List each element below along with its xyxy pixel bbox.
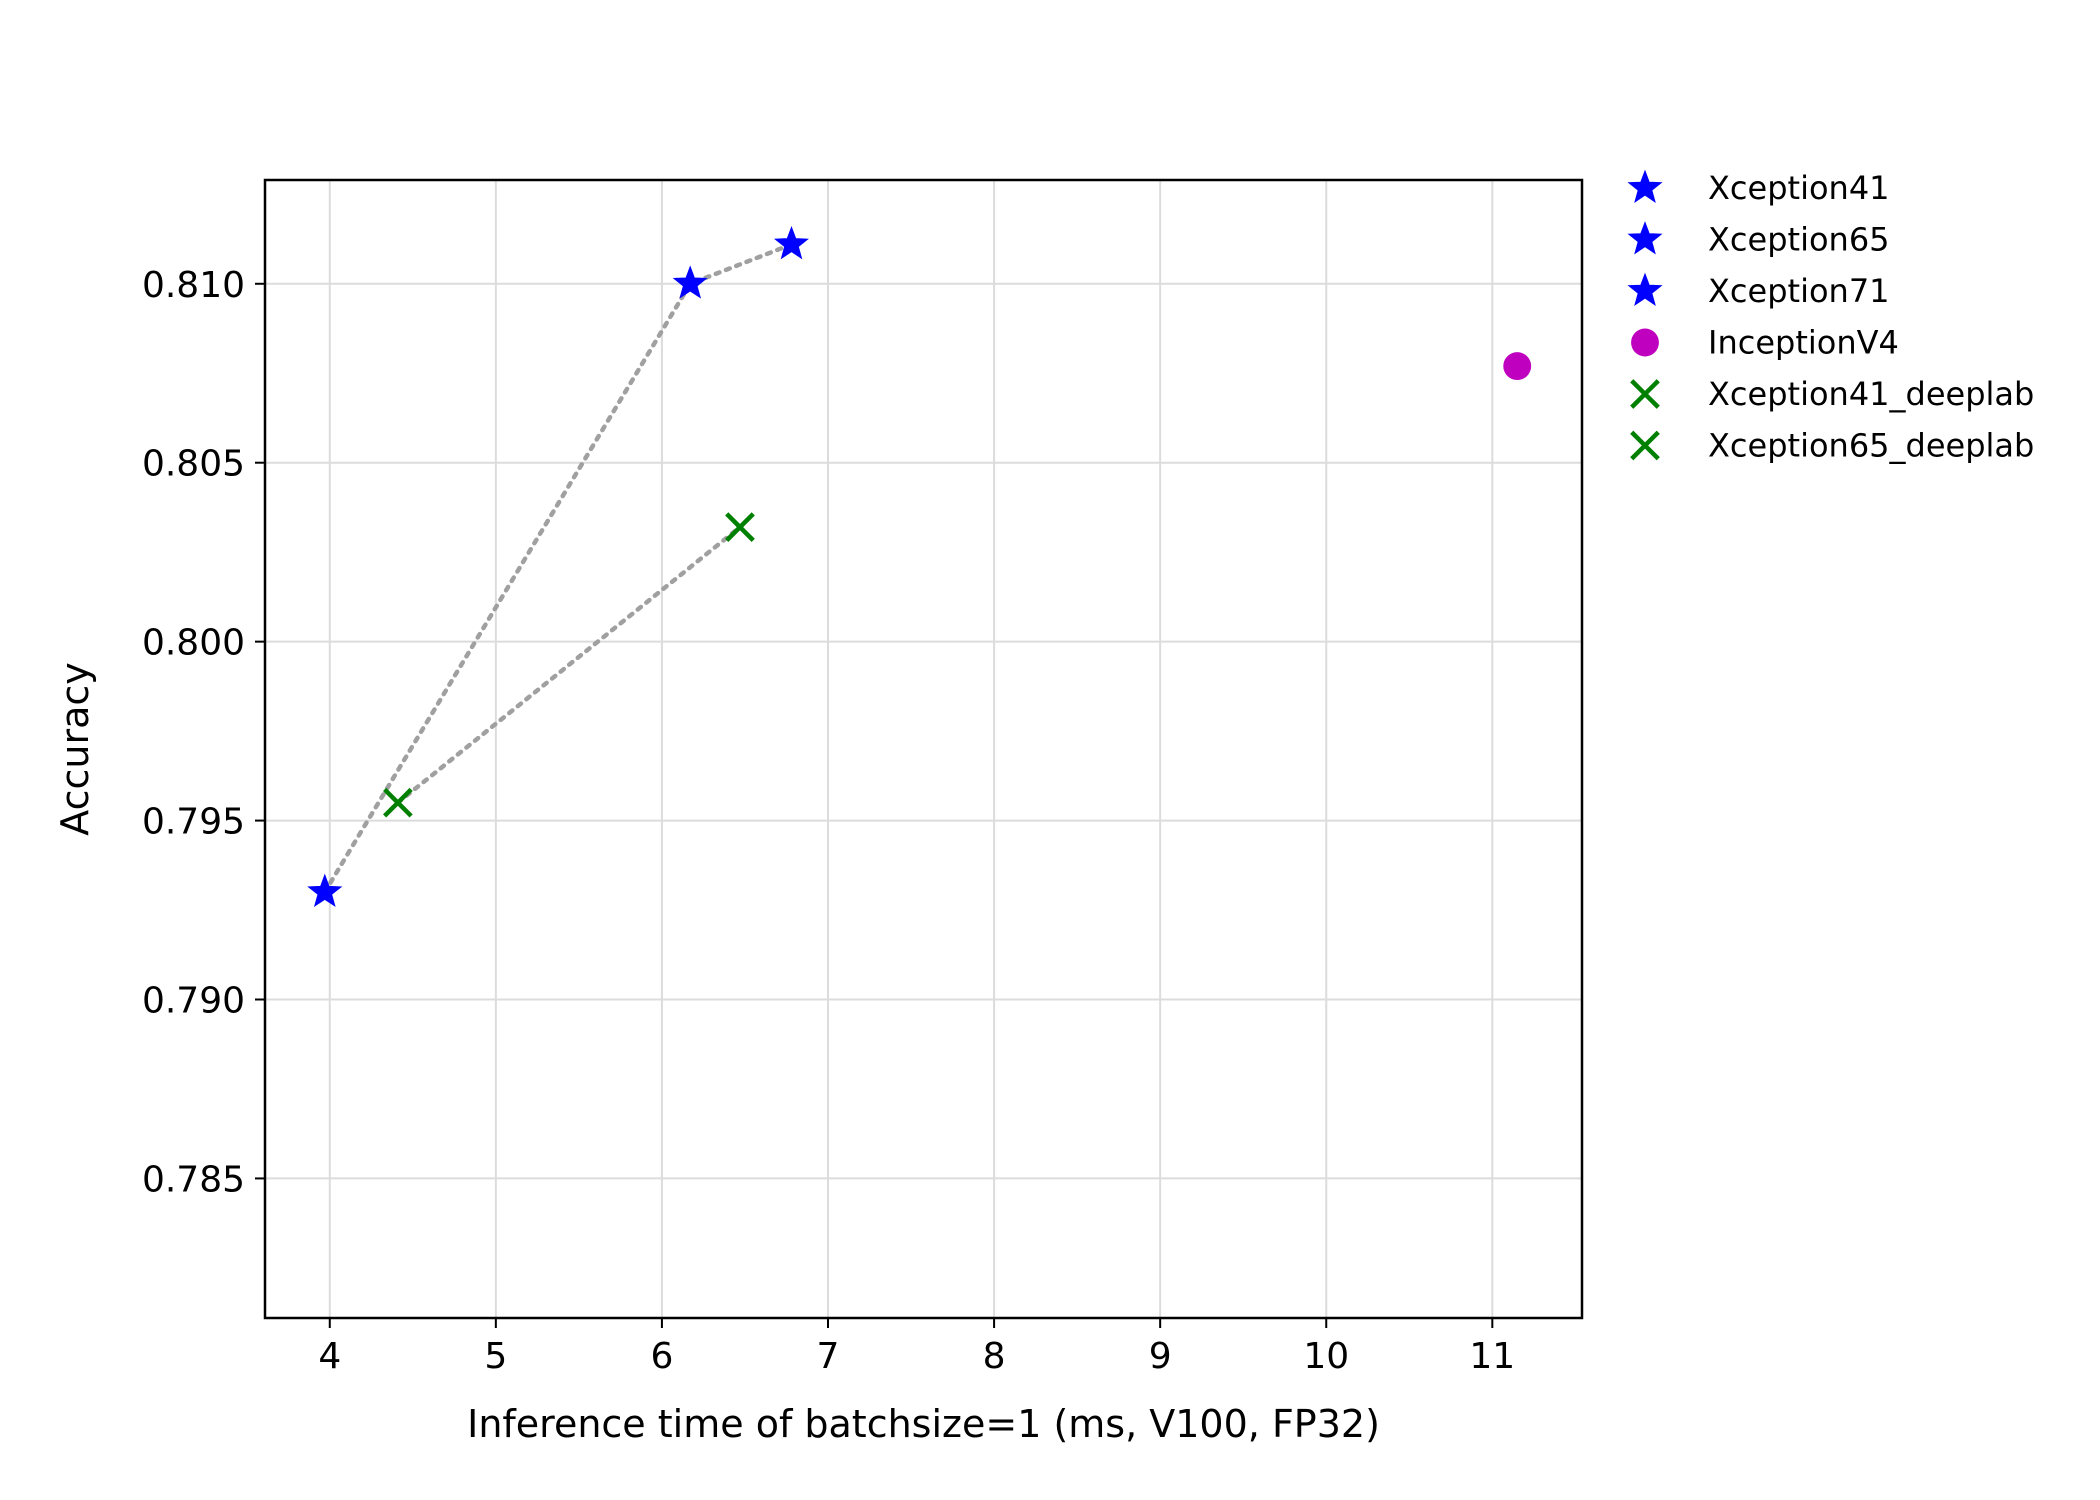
x-tick-label: 7 — [817, 1336, 840, 1377]
data-point-circle — [1503, 352, 1532, 381]
data-point-x-stroke — [725, 512, 755, 542]
y-axis-title: Accuracy — [53, 662, 97, 836]
y-tick-label: 0.805 — [142, 444, 245, 485]
legend-marker-circle — [1631, 328, 1659, 357]
legend: Xception41 Xception65 Xception71 InceptionV… — [1627, 169, 2034, 465]
legend-marker-x — [1630, 430, 1660, 461]
legend-marker-star — [1627, 221, 1663, 255]
x-tick-label: 11 — [1469, 1336, 1515, 1377]
legend-label: Xception65_deeplab — [1708, 427, 2034, 465]
y-tick-label: 0.790 — [142, 981, 245, 1022]
legend-marker-x — [1630, 379, 1660, 409]
data-markers — [307, 225, 1532, 908]
legend-label: Xception41 — [1708, 169, 1890, 207]
grid-lines — [265, 180, 1582, 1318]
y-tick-label: 0.810 — [142, 265, 245, 306]
data-point-x-stroke — [383, 787, 413, 818]
data-point-x — [383, 787, 413, 818]
plot-frame — [263, 178, 1584, 1320]
legend-marker-star — [1627, 272, 1663, 306]
x-tick-label: 6 — [650, 1336, 673, 1377]
x-tick-label: 8 — [983, 1336, 1006, 1377]
y-tick-label: 0.800 — [142, 623, 245, 664]
y-tick-label: 0.785 — [142, 1159, 245, 1200]
x-tick-label: 4 — [318, 1336, 341, 1377]
x-tick-label: 9 — [1149, 1336, 1172, 1377]
data-point-star — [773, 225, 809, 260]
y-axis-ticks: 0.785 0.790 0.795 0.800 0.805 0.810 — [142, 265, 265, 1200]
y-tick-label: 0.795 — [142, 802, 245, 843]
data-point-x — [725, 512, 755, 542]
legend-label: Xception41_deeplab — [1708, 375, 2034, 413]
legend-label: InceptionV4 — [1708, 324, 1899, 362]
data-point-star — [672, 265, 708, 299]
x-tick-label: 5 — [484, 1336, 507, 1377]
x-axis-title: Inference time of batchsize=1 (ms, V100,… — [467, 1402, 1380, 1446]
x-tick-label: 10 — [1303, 1336, 1349, 1377]
legend-marker-star — [1627, 169, 1663, 203]
legend-label: Xception71 — [1708, 272, 1890, 310]
legend-marker-x-stroke — [1630, 430, 1660, 461]
legend-marker-x-stroke — [1630, 379, 1660, 409]
data-point-star — [307, 873, 343, 908]
legend-label: Xception65 — [1708, 221, 1890, 259]
connector-line — [395, 524, 743, 805]
x-axis-ticks: 4 5 6 7 8 9 10 11 — [318, 1318, 1515, 1377]
